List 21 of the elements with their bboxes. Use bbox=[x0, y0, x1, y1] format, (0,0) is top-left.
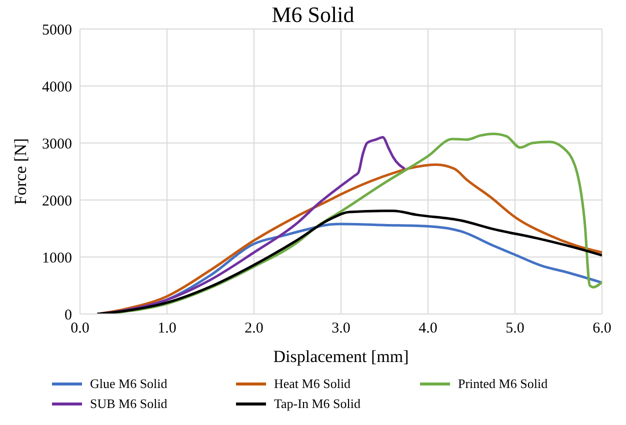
y-tick-label: 3000 bbox=[42, 136, 72, 152]
y-tick-label: 2000 bbox=[42, 193, 72, 210]
x-tick-label: 3.0 bbox=[332, 320, 350, 337]
x-tick-label: 1.0 bbox=[158, 320, 176, 337]
legend-label: Glue M6 Solid bbox=[90, 376, 168, 392]
y-tick-label: 1000 bbox=[42, 250, 72, 266]
x-tick-label: 0.0 bbox=[70, 320, 90, 337]
y-tick-label: 4000 bbox=[42, 79, 72, 96]
legend-label: Tap-In M6 Solid bbox=[274, 396, 360, 412]
chart-title: M6 Solid bbox=[272, 2, 354, 27]
legend-label: Printed M6 Solid bbox=[458, 376, 548, 392]
x-axis-title: Displacement [mm] bbox=[273, 347, 409, 366]
y-tick-label: 5000 bbox=[42, 22, 72, 38]
y-tick-label: 0 bbox=[64, 307, 72, 324]
x-tick-label: 2.0 bbox=[244, 320, 264, 337]
x-tick-label: 5.0 bbox=[506, 320, 524, 337]
legend-label: SUB M6 Solid bbox=[90, 396, 168, 412]
y-axis-title: Force [N] bbox=[11, 138, 30, 205]
x-tick-label: 6.0 bbox=[592, 320, 612, 337]
x-tick-label: 4.0 bbox=[418, 320, 438, 337]
legend-label: Heat M6 Solid bbox=[274, 376, 351, 392]
